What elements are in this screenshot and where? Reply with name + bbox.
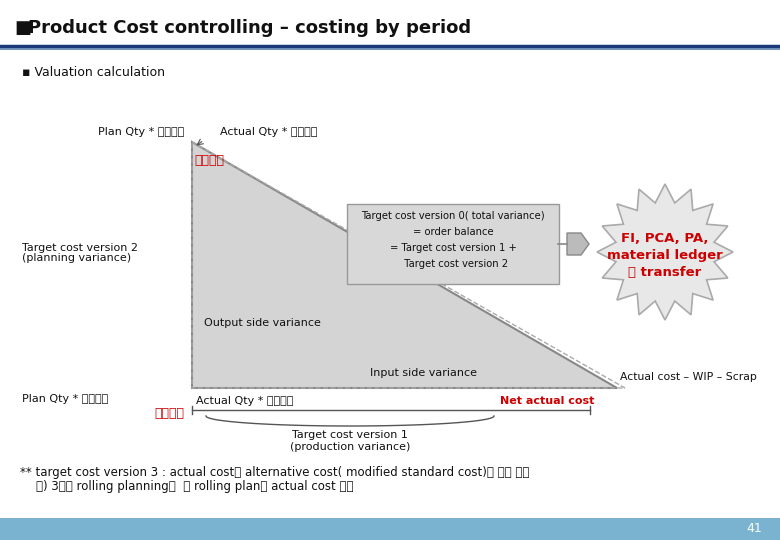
Polygon shape	[597, 184, 733, 320]
Text: Target cost version 2: Target cost version 2	[22, 243, 138, 253]
Polygon shape	[567, 233, 589, 255]
Text: Target cost version 0( total variance): Target cost version 0( total variance)	[361, 211, 544, 221]
Text: = order balance: = order balance	[413, 227, 493, 237]
Text: 41: 41	[746, 523, 762, 536]
Text: ■: ■	[14, 19, 31, 37]
Text: ▪ Valuation calculation: ▪ Valuation calculation	[22, 66, 165, 79]
Text: Target cost version 1: Target cost version 1	[292, 430, 408, 440]
FancyBboxPatch shape	[347, 204, 559, 284]
Text: Net actual cost: Net actual cost	[500, 396, 594, 406]
Text: 사전원가: 사전원가	[154, 407, 184, 420]
Text: Target cost version 2: Target cost version 2	[398, 259, 508, 269]
Text: material ledger: material ledger	[607, 248, 723, 261]
Text: 에 transfer: 에 transfer	[629, 266, 702, 279]
Bar	[0, 518, 780, 540]
Text: FI, PCA, PA,: FI, PCA, PA,	[621, 232, 709, 245]
Text: Input side variance: Input side variance	[370, 368, 477, 378]
Text: Actual Qty * 표준원가: Actual Qty * 표준원가	[220, 127, 317, 137]
Text: Actual Qty * 사전원가: Actual Qty * 사전원가	[196, 396, 293, 406]
Text: Plan Qty * 사전원가: Plan Qty * 사전원가	[22, 394, 108, 404]
Text: (production variance): (production variance)	[290, 442, 410, 452]
Text: 표준원가: 표준원가	[194, 154, 224, 167]
Text: Plan Qty * 표준원가: Plan Qty * 표준원가	[98, 127, 184, 137]
Text: (planning variance): (planning variance)	[22, 253, 131, 263]
Text: ** target cost version 3 : actual cost를 alternative cost( modified standard cost: ** target cost version 3 : actual cost를 …	[20, 466, 530, 479]
Text: Output side variance: Output side variance	[204, 318, 321, 328]
Text: Product Cost controlling – costing by period: Product Cost controlling – costing by pe…	[28, 19, 471, 37]
Text: Actual cost – WIP – Scrap: Actual cost – WIP – Scrap	[620, 372, 757, 382]
Text: 예) 3개월 rolling planning시  월 rolling plan과 actual cost 비교: 예) 3개월 rolling planning시 월 rolling plan과…	[36, 480, 353, 493]
Polygon shape	[192, 142, 617, 388]
Text: = Target cost version 1 +: = Target cost version 1 +	[389, 243, 516, 253]
